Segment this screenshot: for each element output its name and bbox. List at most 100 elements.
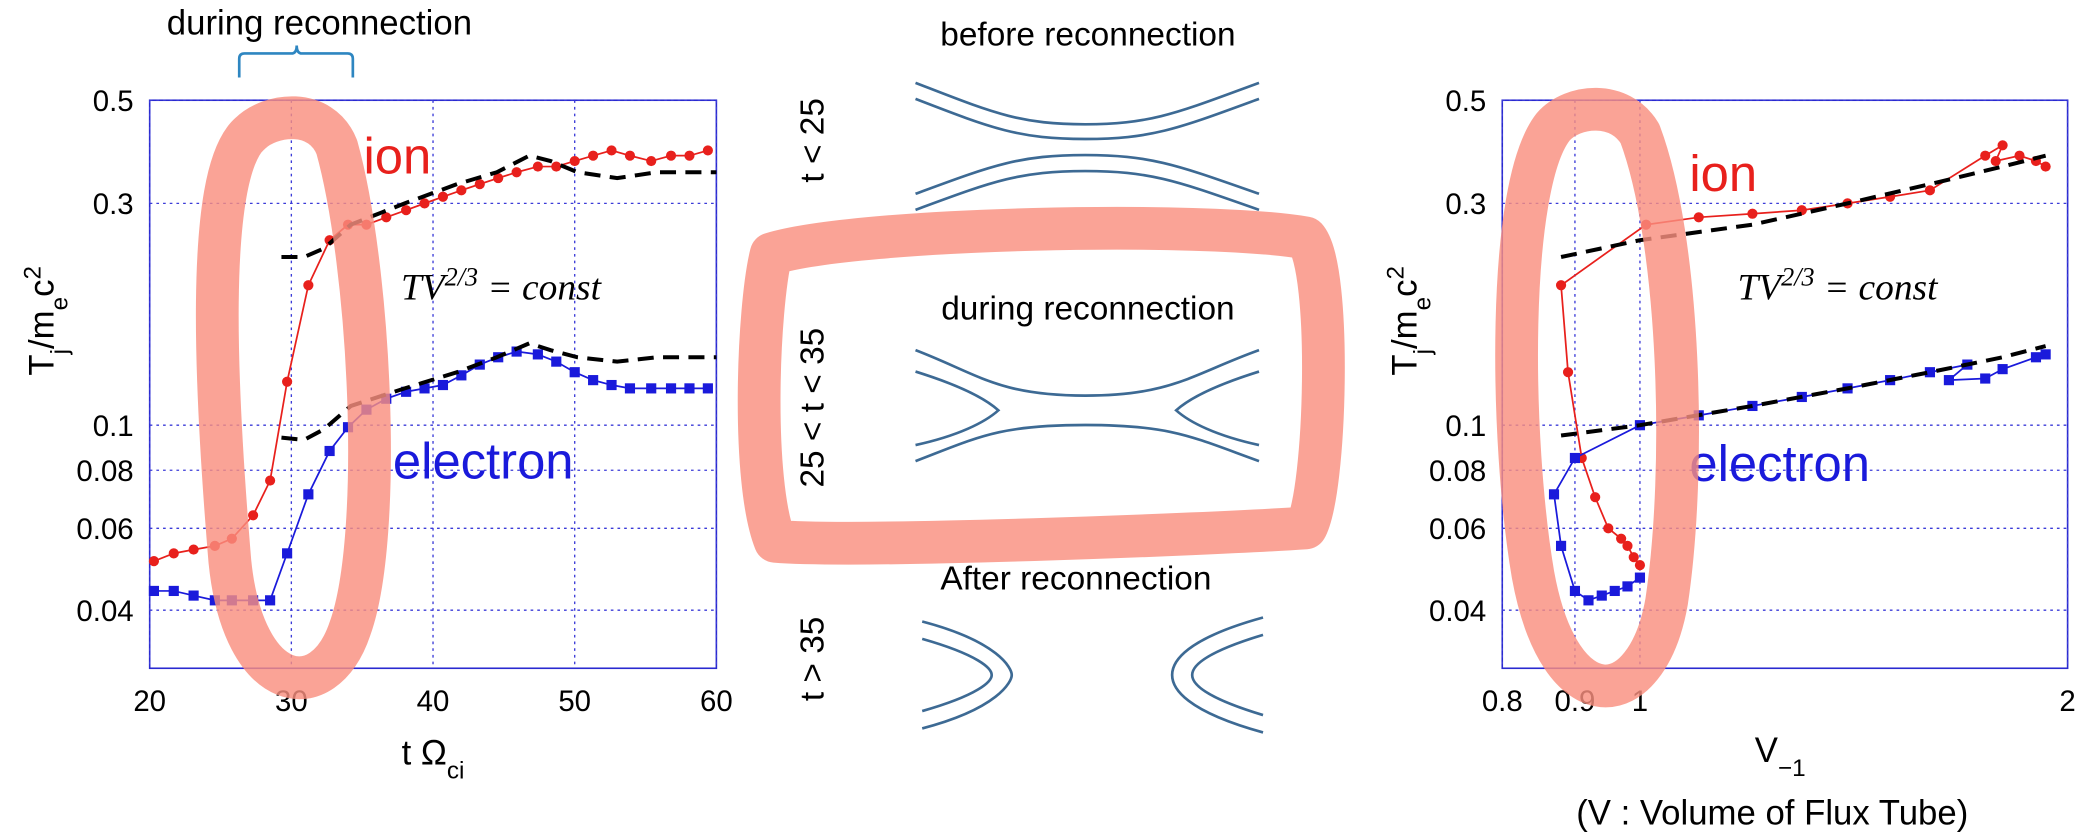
point — [401, 205, 411, 215]
point — [1556, 541, 1566, 551]
point — [248, 510, 258, 520]
point — [325, 446, 335, 456]
point — [684, 383, 694, 393]
point — [169, 548, 179, 558]
page: {"chart_data":[ {"type":"line","xlim":[2… — [0, 0, 2093, 834]
point — [646, 383, 656, 393]
point — [456, 185, 466, 195]
annotation: TV2/3 = const — [1737, 262, 1939, 309]
reference-line — [1561, 346, 2046, 436]
point — [438, 380, 448, 390]
point — [1694, 212, 1704, 222]
point — [646, 156, 656, 166]
point — [189, 591, 199, 601]
label-part: 2/3 — [1781, 262, 1814, 291]
point — [1597, 591, 1607, 601]
panel-time: 25 < t < 35 — [794, 328, 831, 488]
point — [1570, 586, 1580, 596]
point — [588, 151, 598, 161]
point — [666, 151, 676, 161]
point — [2014, 151, 2024, 161]
label-part: c — [23, 279, 61, 296]
label-part: t Ω — [402, 735, 447, 773]
point — [303, 489, 313, 499]
point — [1549, 489, 1559, 499]
top-label: during reconnection — [167, 5, 472, 43]
point — [625, 383, 635, 393]
label-part: /m — [1387, 310, 1425, 349]
y-tick-label: 0.5 — [93, 85, 134, 118]
point — [149, 556, 159, 566]
point — [606, 380, 616, 390]
label-part: ci — [447, 757, 465, 784]
point — [1629, 552, 1639, 562]
y-tick-label: 0.06 — [76, 513, 133, 546]
figure: during reconnection 0.5 0.3 0.1 0.08 0.06 0.0… — [0, 0, 2093, 834]
x-axis-label: t Ωci — [402, 735, 465, 784]
point — [1610, 586, 1620, 596]
point — [1563, 367, 1573, 377]
y-tick-label: 0.1 — [1445, 410, 1486, 443]
point — [1635, 560, 1645, 570]
annotation: TV2/3 = const — [401, 262, 603, 309]
plot-frame — [1502, 100, 2067, 668]
point — [2031, 352, 2041, 362]
label-part: /m — [23, 310, 61, 349]
label-part: TV — [401, 267, 449, 308]
series-label: electron — [1689, 435, 1870, 492]
y-tick-label: 0.08 — [76, 455, 133, 488]
point — [475, 179, 485, 189]
series-label: ion — [364, 128, 432, 185]
series-label: ion — [1689, 145, 1757, 202]
point — [703, 145, 713, 155]
y-tick-label: 0.3 — [1445, 188, 1486, 221]
point — [282, 548, 292, 558]
y-tick-label: 0.1 — [93, 410, 134, 443]
point — [588, 375, 598, 385]
point — [570, 367, 580, 377]
point — [666, 383, 676, 393]
label-part: e — [46, 297, 73, 311]
point — [1944, 375, 1954, 385]
point — [149, 586, 159, 596]
label-part: = const — [1815, 267, 1940, 308]
y-axis-label: Tj/mec2 — [19, 266, 73, 376]
brace — [239, 45, 353, 77]
point — [438, 192, 448, 202]
point — [2041, 161, 2051, 171]
point — [1998, 364, 2008, 374]
point — [533, 161, 543, 171]
panel-title: before reconnection — [940, 16, 1235, 53]
point — [684, 151, 694, 161]
point — [1747, 209, 1757, 219]
label-part: T — [1387, 354, 1425, 375]
label-part: e — [1409, 297, 1436, 311]
point — [625, 151, 635, 161]
flux-lines — [916, 83, 1264, 733]
point — [551, 161, 561, 171]
footnote: (V : Volume of Flux Tube) — [1576, 795, 1968, 833]
label-part: TV — [1737, 267, 1785, 308]
label-part: c — [1387, 279, 1425, 296]
point — [189, 545, 199, 555]
point — [1622, 581, 1632, 591]
point — [606, 145, 616, 155]
y-tick-label: 0.06 — [1429, 513, 1486, 546]
label-part: V — [1755, 732, 1779, 770]
label-part: 2 — [19, 266, 46, 280]
point — [303, 280, 313, 290]
x-tick-label: 50 — [558, 685, 591, 718]
panel-time: t > 35 — [794, 617, 831, 702]
y-tick-label: 0.5 — [1445, 85, 1486, 118]
point — [1925, 185, 1935, 195]
point — [1556, 280, 1566, 290]
point — [512, 167, 522, 177]
y-tick-label: 0.04 — [76, 595, 133, 628]
x-tick-label: 60 — [700, 685, 733, 718]
point — [282, 377, 292, 387]
panel-title: After reconnection — [940, 560, 1211, 597]
series-label: electron — [393, 432, 574, 489]
point — [551, 357, 561, 367]
point — [1980, 373, 1990, 383]
